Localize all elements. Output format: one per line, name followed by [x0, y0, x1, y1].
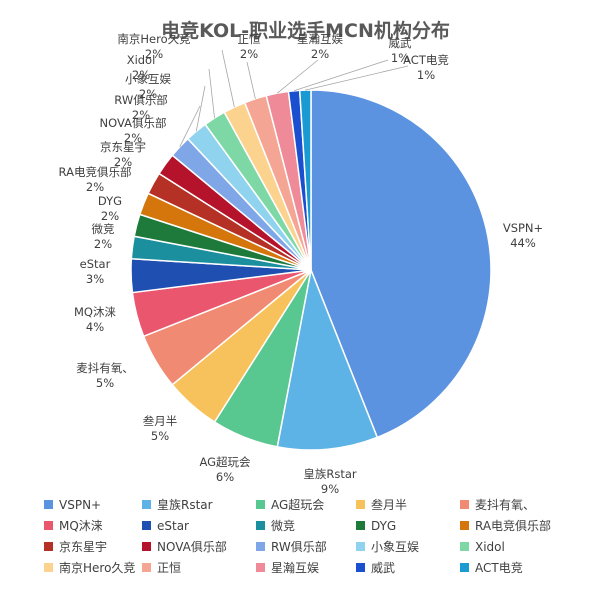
legend-item: 皇族Rstar — [142, 496, 256, 513]
leader-line — [208, 68, 215, 119]
pie-slice — [310, 89, 492, 439]
legend-label: 微竞 — [271, 519, 296, 533]
legend-swatch — [460, 542, 469, 551]
legend-swatch — [44, 542, 53, 551]
legend-swatch — [44, 563, 53, 572]
legend-item: RW俱乐部 — [256, 538, 356, 555]
legend-item: NOVA俱乐部 — [142, 538, 256, 555]
legend-swatch — [356, 563, 365, 572]
leader-line — [293, 59, 389, 92]
legend-label: 星瀚互娱 — [271, 561, 320, 575]
legend-swatch — [142, 521, 151, 530]
legend-item: AG超玩会 — [256, 496, 356, 513]
legend-swatch — [460, 500, 469, 509]
legend-item: 小象互娱 — [356, 538, 460, 555]
legend-label: eStar — [157, 518, 189, 533]
slice-label: 正恒 2% — [238, 32, 261, 61]
legend-label: 南京Hero久竞 — [59, 561, 136, 575]
legend-label: 叁月半 — [371, 498, 408, 512]
legend-swatch — [44, 521, 53, 530]
slice-label: 微竞 2% — [92, 222, 115, 251]
legend-item: MQ沐涞 — [44, 517, 142, 534]
legend-item: ACT电竞 — [460, 559, 590, 576]
slice-label: 小象互娱 2% — [125, 72, 171, 101]
legend-swatch — [142, 563, 151, 572]
legend-item: Xidol — [460, 538, 590, 555]
legend-swatch — [256, 500, 265, 509]
legend-label: 麦抖有氧、 — [475, 498, 536, 512]
slice-label: AG超玩会 6% — [199, 455, 251, 484]
slice-label: 威武 1% — [389, 36, 412, 65]
legend-item: 星瀚互娱 — [256, 559, 356, 576]
slice-label: eStar 3% — [80, 257, 111, 286]
legend-swatch — [44, 500, 53, 509]
legend-item: VSPN+ — [44, 496, 142, 513]
slice-label: 皇族Rstar 9% — [303, 467, 357, 496]
slice-label: DYG 2% — [98, 194, 122, 223]
slice-label: 京东星宇 2% — [100, 140, 146, 169]
slice-label: RA电竞俱乐部 2% — [59, 165, 132, 194]
leader-line — [221, 49, 235, 108]
slice-label: 南京Hero久竞 2% — [117, 32, 190, 61]
legend-label: RA电竞俱乐部 — [475, 519, 552, 533]
slice-label: 麦抖有氧、 5% — [76, 361, 134, 390]
legend-item: 南京Hero久竞 — [44, 559, 142, 576]
slice-label: VSPN+ 44% — [503, 221, 543, 250]
slice-label: Xidol 2% — [127, 53, 156, 82]
legend-item: 威武 — [356, 559, 460, 576]
legend-swatch — [356, 521, 365, 530]
legend-label: 正恒 — [157, 561, 182, 575]
legend-item: 京东星宇 — [44, 538, 142, 555]
leader-line — [277, 59, 319, 94]
legend-swatch — [142, 542, 151, 551]
slice-label: ACT电竞 1% — [403, 53, 449, 82]
legend-item: 麦抖有氧、 — [460, 496, 590, 513]
legend-item: 正恒 — [142, 559, 256, 576]
legend-swatch — [460, 563, 469, 572]
legend-swatch — [142, 500, 151, 509]
legend-item: 叁月半 — [356, 496, 460, 513]
legend-item: DYG — [356, 517, 460, 534]
legend-swatch — [256, 542, 265, 551]
legend-label: ACT电竞 — [475, 561, 523, 575]
leader-line — [305, 65, 409, 91]
legend-swatch — [256, 563, 265, 572]
legend-item: RA电竞俱乐部 — [460, 517, 590, 534]
leader-line — [195, 85, 206, 132]
legend-label: Xidol — [475, 539, 505, 554]
chart-legend: VSPN+ 皇族Rstar AG超玩会 叁月半 麦抖有氧、 MQ沐涞 eStar 微竞 DYG R… — [44, 496, 604, 576]
legend-label: 威武 — [371, 561, 396, 575]
pie-slice — [276, 267, 379, 451]
legend-label: NOVA俱乐部 — [157, 540, 227, 554]
legend-label: VSPN+ — [59, 497, 102, 512]
slice-label: RW俱乐部 2% — [114, 93, 167, 122]
legend-item: eStar — [142, 517, 256, 534]
legend-swatch — [460, 521, 469, 530]
legend-label: 皇族Rstar — [157, 498, 213, 512]
slice-label: 叁月半 5% — [143, 414, 178, 443]
slice-label: MQ沐涞 4% — [74, 305, 116, 334]
leader-line — [246, 61, 256, 99]
legend-swatch — [356, 500, 365, 509]
legend-item: 微竞 — [256, 517, 356, 534]
legend-swatch — [256, 521, 265, 530]
legend-label: 小象互娱 — [371, 540, 420, 554]
legend-label: RW俱乐部 — [271, 540, 327, 554]
legend-label: 京东星宇 — [59, 540, 108, 554]
legend-label: AG超玩会 — [271, 498, 325, 512]
legend-swatch — [356, 542, 365, 551]
legend-label: MQ沐涞 — [59, 519, 103, 533]
slice-label: NOVA俱乐部 2% — [100, 116, 167, 145]
legend-label: DYG — [371, 518, 397, 533]
leader-line — [179, 105, 201, 147]
chart-title: 电竞KOL-职业选手MCN机构分布 — [161, 20, 450, 42]
slice-label: 星瀚互娱 2% — [297, 32, 343, 61]
